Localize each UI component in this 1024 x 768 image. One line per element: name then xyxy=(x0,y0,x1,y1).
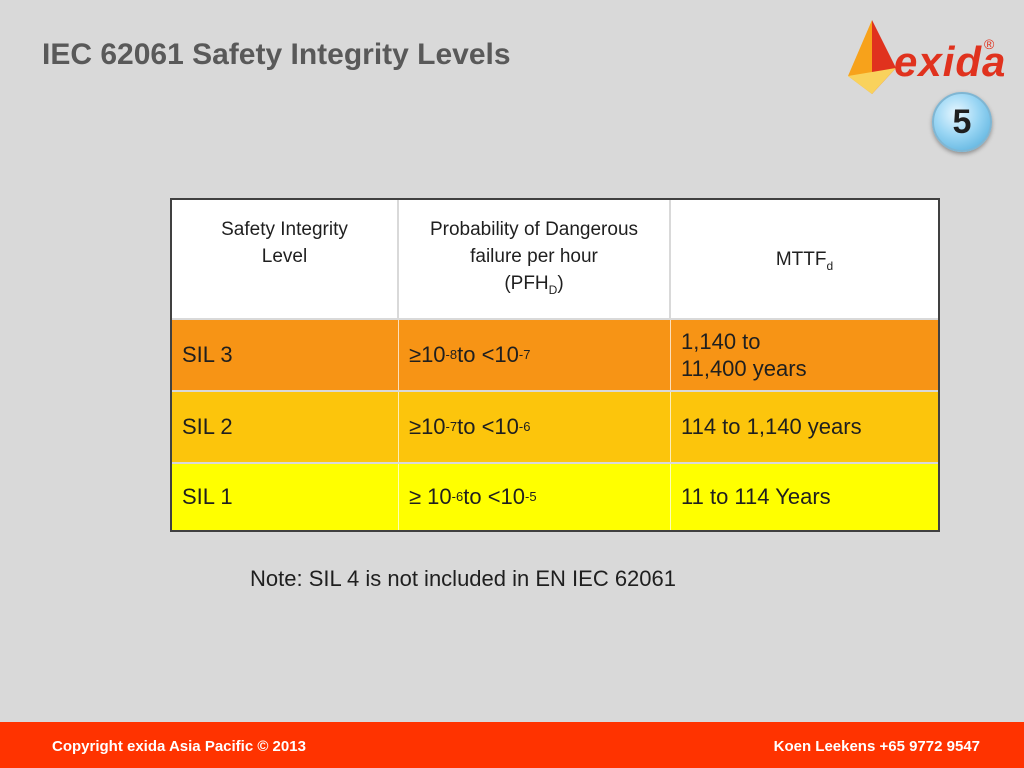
sil-level-cell: SIL 1 xyxy=(172,464,399,530)
table-row: SIL 1 ≥ 10 -6 to <10 -5 11 to 114 Years xyxy=(172,462,938,530)
header-pfh-line3: (PFHD) xyxy=(504,273,564,297)
footer-bar: Copyright exida Asia Pacific © 2013 Koen… xyxy=(0,722,1024,768)
slide-title: IEC 62061 Safety Integrity Levels xyxy=(42,38,511,71)
sil-level-cell: SIL 2 xyxy=(172,392,399,462)
sil4-note: Note: SIL 4 is not included in EN IEC 62… xyxy=(250,566,676,591)
mttf-cell: 1,140 to 11,400 years xyxy=(681,329,807,381)
mttf-cell: 114 to 1,140 years xyxy=(681,414,862,439)
logo-pyramid-icon xyxy=(848,20,896,94)
sil-level-cell: SIL 3 xyxy=(172,320,399,390)
page-number-badge: 5 xyxy=(932,92,992,152)
logo-registered-mark: ® xyxy=(984,36,995,52)
table-row: SIL 2 ≥10 -7 to <10 -6 114 to 1,140 years xyxy=(172,390,938,462)
table-row: SIL 3 ≥10 -8 to <10 -7 1,140 to 11,400 yea… xyxy=(172,318,938,390)
mttf-cell: 11 to 114 Years xyxy=(681,484,831,509)
sil-table: Safety Integrity Level Probability of Da… xyxy=(170,198,940,532)
pfh-cell: ≥ 10 -6 to <10 -5 xyxy=(399,464,671,530)
table-header-row: Safety Integrity Level Probability of Da… xyxy=(172,200,938,318)
header-sil-line1: Safety Integrity xyxy=(221,219,348,240)
header-sil: Safety Integrity Level xyxy=(172,200,399,318)
header-sil-line2: Level xyxy=(261,246,308,267)
pfh-cell: ≥10 -8 to <10 -7 xyxy=(399,320,671,390)
header-pfh-line1: Probability of Dangerous xyxy=(429,219,639,240)
logo-text: exida xyxy=(894,38,1007,85)
footer-contact: Koen Leekens +65 9772 9547 xyxy=(773,738,980,755)
header-mttf: MTTFd xyxy=(671,200,938,318)
footer-copyright: Copyright exida Asia Pacific © 2013 xyxy=(52,738,306,755)
pfh-cell: ≥10 -7 to <10 -6 xyxy=(399,392,671,462)
exida-logo: exida ® xyxy=(842,16,1005,98)
header-pfh-line2: failure per hour xyxy=(470,246,598,267)
header-pfh: Probability of Dangerous failure per hou… xyxy=(399,200,671,318)
